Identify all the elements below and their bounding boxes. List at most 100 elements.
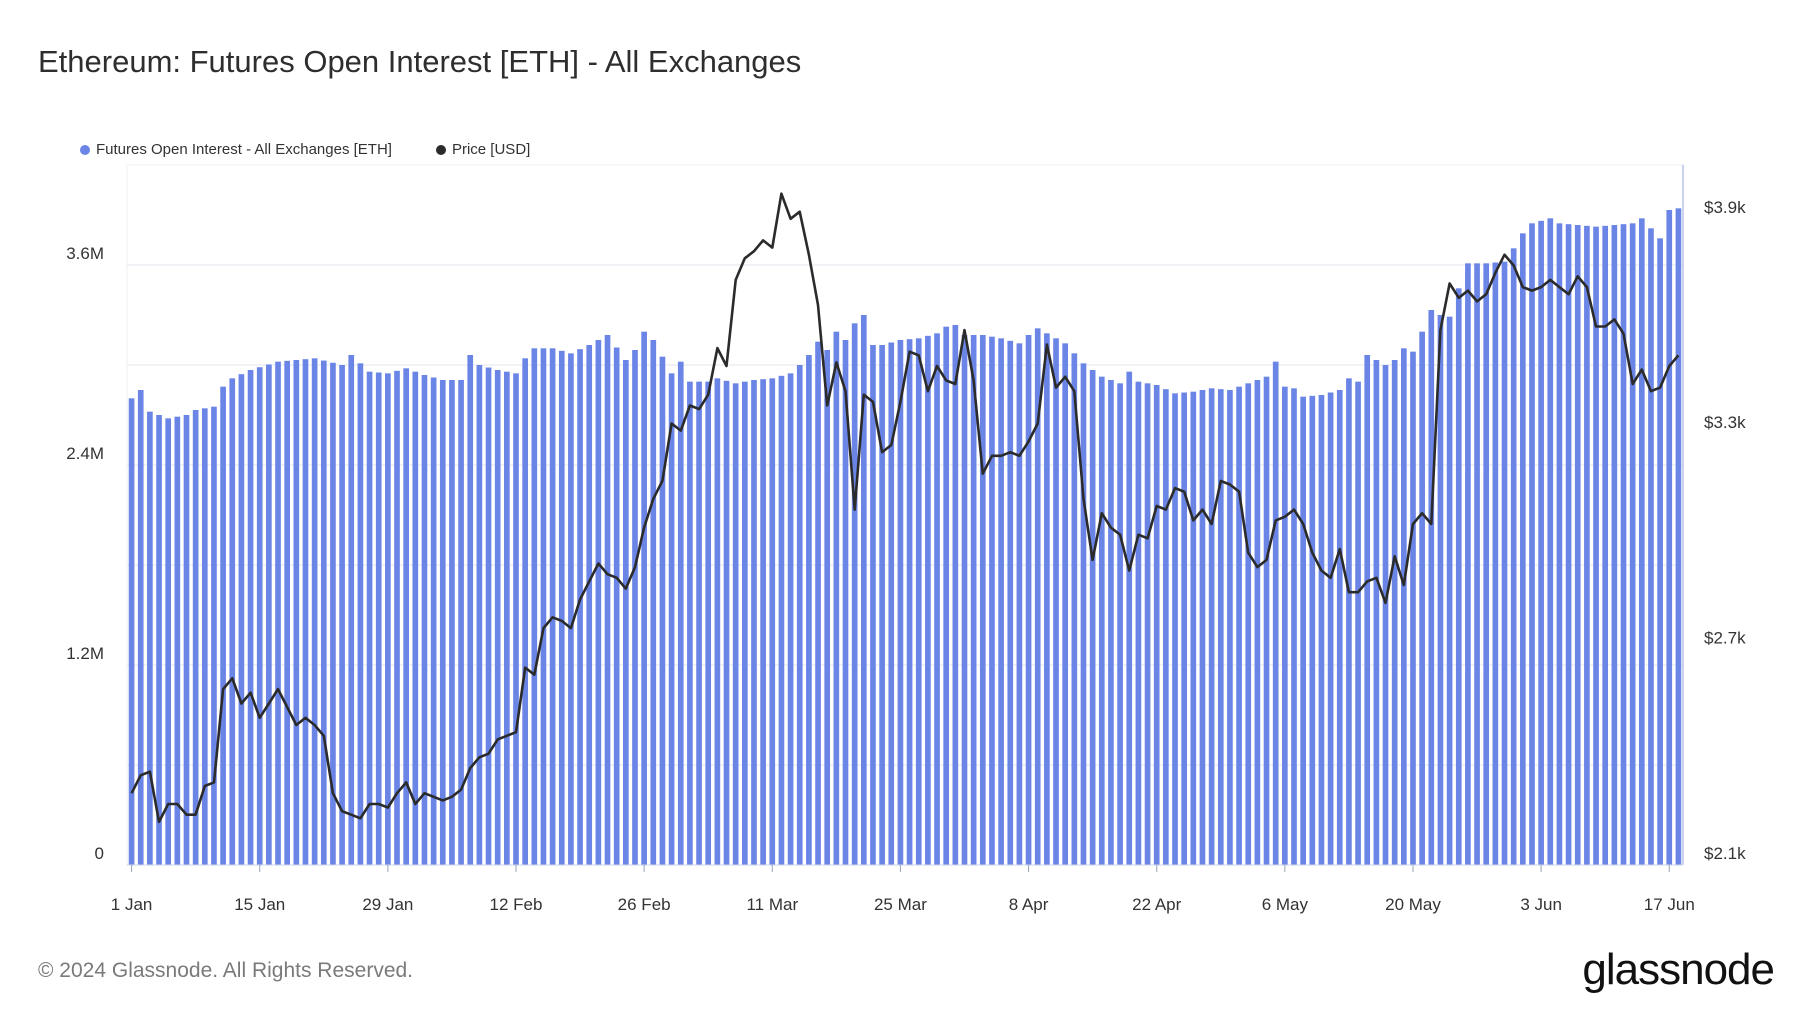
open-interest-bar	[860, 315, 867, 865]
open-interest-bar	[1419, 331, 1425, 865]
open-interest-bar	[769, 378, 776, 865]
open-interest-bar	[815, 341, 821, 865]
open-interest-bar	[687, 381, 693, 865]
x-axis-tick-label: 12 Feb	[490, 895, 543, 914]
open-interest-bar	[1272, 361, 1279, 865]
open-interest-bar	[311, 358, 318, 865]
open-interest-bar	[979, 335, 986, 865]
open-interest-bar	[1401, 348, 1407, 866]
open-interest-bar	[1181, 392, 1187, 865]
open-interest-bar	[147, 411, 153, 865]
open-interest-bar	[256, 367, 263, 865]
open-interest-bar	[1117, 383, 1123, 865]
open-interest-bar	[220, 386, 226, 865]
open-interest-bar	[659, 356, 666, 865]
legend-item-price[interactable]: Price [USD]	[435, 141, 530, 158]
open-interest-bar	[888, 342, 895, 865]
open-interest-bar	[623, 360, 629, 865]
open-interest-bar	[1089, 370, 1096, 865]
open-interest-bar	[632, 350, 638, 865]
open-interest-bar	[741, 381, 748, 865]
open-interest-bar	[1547, 218, 1554, 865]
copyright-text: © 2024 Glassnode. All Rights Reserved.	[38, 959, 414, 982]
x-axis-tick-label: 15 Jan	[234, 895, 285, 914]
open-interest-bar	[851, 323, 858, 866]
open-interest-bar	[604, 335, 611, 865]
legend-item-open-interest[interactable]: Futures Open Interest - All Exchanges [E…	[80, 141, 392, 158]
open-interest-bar	[1245, 383, 1252, 865]
open-interest-bar	[1025, 335, 1032, 865]
open-interest-bar	[577, 349, 583, 865]
open-interest-bar	[421, 375, 428, 865]
x-axis-tick-label: 3 Jun	[1520, 895, 1562, 914]
open-interest-bar	[1593, 226, 1599, 866]
open-interest-bar	[677, 361, 684, 865]
open-interest-bar	[842, 340, 849, 865]
open-interest-bar	[549, 348, 556, 866]
open-interest-bar	[952, 325, 959, 865]
open-interest-bar	[833, 331, 840, 865]
open-interest-bar	[1080, 363, 1087, 865]
open-interest-bar	[1263, 376, 1270, 865]
open-interest-bar	[476, 365, 483, 865]
open-interest-bar	[1474, 263, 1480, 866]
page-title: Ethereum: Futures Open Interest [ETH] - …	[38, 44, 802, 79]
open-interest-bar	[165, 418, 172, 865]
open-interest-bar	[1675, 208, 1682, 865]
open-interest-bar	[568, 353, 574, 865]
open-interest-bar	[1510, 248, 1517, 865]
open-interest-bar	[284, 360, 291, 865]
open-interest-bar	[1053, 338, 1059, 866]
open-interest-bar	[1098, 376, 1105, 865]
open-interest-bar	[394, 370, 400, 865]
price-line	[130, 192, 1680, 824]
open-interest-bar	[1300, 396, 1306, 865]
open-interest-bar	[998, 338, 1004, 866]
open-interest-bar	[1565, 224, 1572, 866]
open-interest-bar	[275, 361, 281, 865]
open-interest-bar	[1574, 225, 1581, 865]
open-interest-bar	[430, 377, 437, 865]
open-interest-bar	[1492, 262, 1499, 865]
open-interest-bar	[1254, 380, 1261, 865]
x-axis-tick-label: 20 May	[1385, 895, 1441, 914]
open-interest-bar	[211, 406, 217, 865]
open-interest-bar	[1501, 261, 1508, 865]
open-interest-bar	[870, 345, 876, 865]
glassnode-logo: glassnode	[1582, 945, 1775, 994]
legend-marker-price	[435, 144, 446, 155]
right-axis-tick-label: $2.7k	[1704, 629, 1746, 648]
open-interest-bar	[1291, 388, 1297, 865]
x-axis-tick-label: 1 Jan	[111, 895, 153, 914]
open-interest-bar	[925, 335, 931, 866]
open-interest-bar	[650, 340, 657, 865]
left-axis-tick-label: 2.4M	[66, 444, 104, 463]
open-interest-bar	[1208, 388, 1215, 865]
left-axis-tick-label: 1.2M	[66, 644, 104, 663]
open-interest-bar	[522, 358, 528, 865]
legend: Futures Open Interest - All Exchanges [E…	[80, 141, 530, 158]
right-axis-tick-label: $2.1k	[1704, 844, 1746, 863]
open-interest-bar	[366, 371, 373, 865]
right-axis-tick-label: $3.3k	[1704, 413, 1746, 432]
open-interest-bar	[943, 326, 950, 865]
open-interest-bar	[238, 374, 245, 865]
open-interest-bar	[1428, 310, 1435, 865]
open-interest-bar	[183, 415, 190, 865]
open-interest-bar	[1144, 383, 1151, 865]
open-interest-bar	[915, 338, 922, 866]
open-interest-bar	[1007, 340, 1014, 866]
open-interest-bar	[586, 345, 593, 865]
open-interest-bar	[961, 335, 968, 865]
open-interest-bar	[531, 348, 538, 866]
open-interest-bar	[1071, 353, 1078, 865]
open-interest-bar	[1611, 225, 1618, 865]
open-interest-bar	[1199, 390, 1206, 865]
x-axis-tick-label: 11 Mar	[746, 895, 798, 914]
x-axis-tick-label: 22 Apr	[1132, 895, 1181, 914]
open-interest-bar	[1638, 218, 1645, 865]
open-interest-bar	[504, 371, 510, 865]
open-interest-bar	[970, 335, 977, 865]
open-interest-bar	[1034, 328, 1041, 866]
open-interest-bar	[1153, 385, 1160, 865]
